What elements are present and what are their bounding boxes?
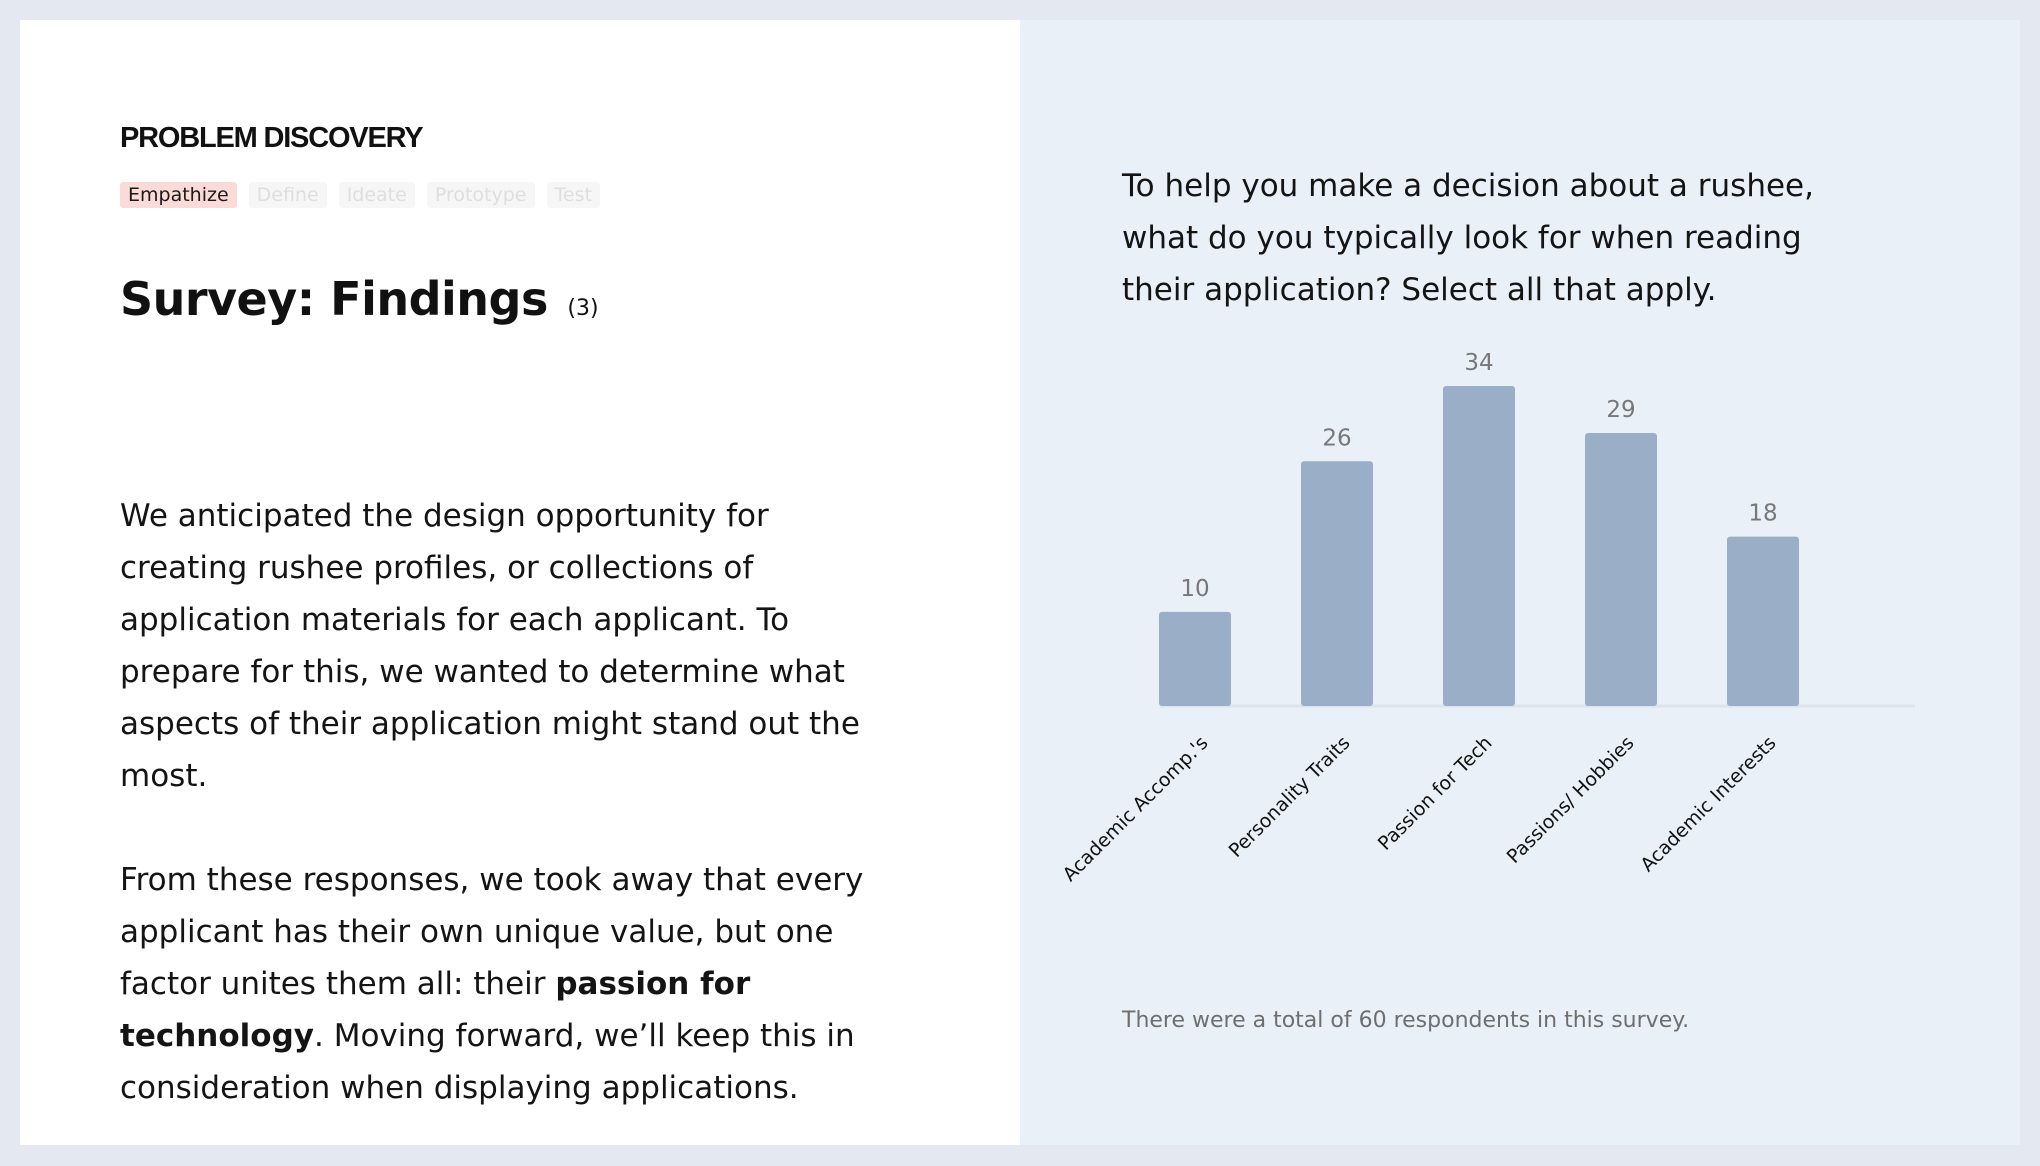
respondents-footnote: There were a total of 60 respondents in …: [1122, 1008, 1690, 1033]
step-test[interactable]: Test: [546, 182, 600, 208]
x-tick-label-1: Personality Traits: [1225, 732, 1355, 862]
right-panel: To help you make a decision about a rush…: [1020, 20, 2020, 1145]
survey-question: To help you make a decision about a rush…: [1122, 168, 1814, 308]
bar-value-label-1: 26: [1322, 425, 1351, 451]
bar-0: [1159, 611, 1231, 706]
step-empathize[interactable]: Empathize: [120, 182, 237, 208]
paragraph-2-end: . Moving forward, we’ll keep this in con…: [120, 1018, 855, 1106]
design-process-steps: Empathize Define Ideate Prototype Test: [120, 182, 600, 208]
section-eyebrow: PROBLEM DISCOVERY: [120, 122, 424, 154]
paragraph-2-start: From these responses, we took away that …: [120, 862, 864, 1002]
page-title-count: (3): [567, 296, 599, 321]
step-prototype[interactable]: Prototype: [426, 182, 535, 208]
body-text: We anticipated the design opportunity fo…: [120, 490, 900, 1166]
bar-value-label-0: 10: [1180, 576, 1209, 602]
page-title: Survey: Findings (3): [120, 272, 599, 326]
paragraph-1: We anticipated the design opportunity fo…: [120, 498, 860, 794]
bar-4: [1727, 536, 1799, 706]
x-tick-label-4: Academic Interests: [1636, 732, 1780, 876]
step-ideate[interactable]: Ideate: [338, 182, 415, 208]
bar-2: [1443, 386, 1515, 706]
paragraph-2: From these responses, we took away that …: [120, 854, 900, 1114]
page-title-text: Survey: Findings: [120, 272, 548, 326]
bar-value-label-2: 34: [1464, 350, 1493, 376]
bar-1: [1301, 461, 1373, 706]
bar-value-label-3: 29: [1606, 397, 1635, 423]
x-tick-label-0: Academic Accomp.'s: [1059, 732, 1213, 886]
left-panel: PROBLEM DISCOVERY Empathize Define Ideat…: [20, 20, 1020, 1145]
paragraph-2-emphasis: passion for technology: [120, 966, 751, 1054]
bar-3: [1585, 433, 1657, 706]
slide-card: PROBLEM DISCOVERY Empathize Define Ideat…: [20, 20, 2020, 1145]
x-tick-label-2: Passion for Tech: [1374, 732, 1497, 855]
bar-chart: 10 Academic Accomp.'s 26 Personality Traits…: [1059, 350, 1915, 886]
step-define[interactable]: Define: [248, 182, 327, 208]
x-tick-label-3: Passions/ Hobbies: [1503, 732, 1639, 868]
bar-value-label-4: 18: [1748, 501, 1777, 527]
